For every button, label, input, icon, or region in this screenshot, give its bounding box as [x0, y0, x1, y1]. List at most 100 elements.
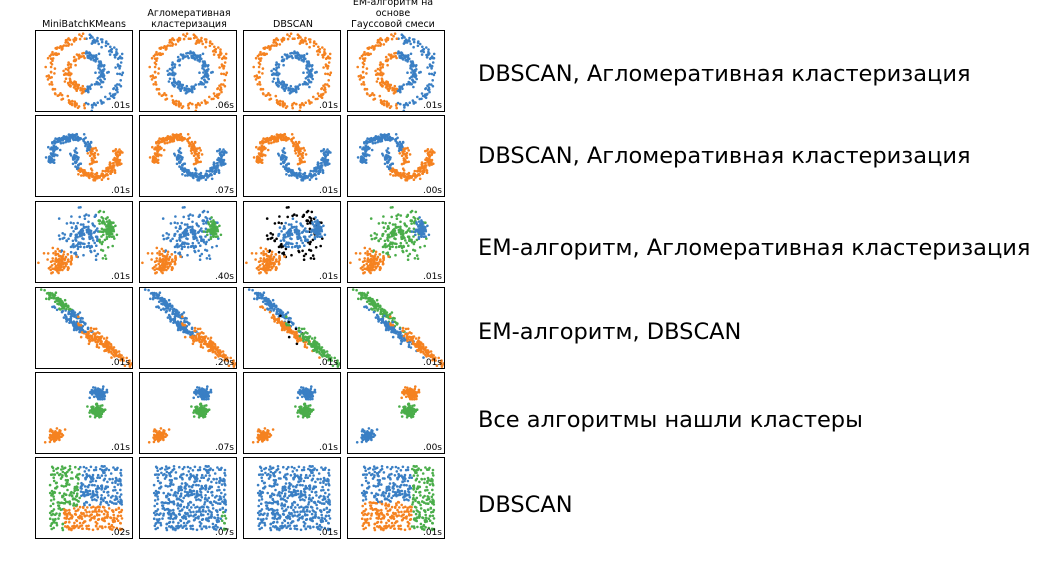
- data-point: [409, 42, 412, 46]
- data-point: [186, 55, 189, 58]
- data-point: [150, 78, 154, 81]
- data-point: [109, 172, 112, 175]
- data-point: [172, 133, 175, 137]
- data-point: [298, 232, 301, 235]
- data-point: [201, 64, 205, 67]
- data-point: [47, 145, 50, 149]
- data-point: [95, 236, 99, 239]
- data-point: [193, 141, 197, 144]
- data-point: [413, 257, 417, 260]
- data-point: [197, 58, 201, 62]
- data-point: [73, 36, 77, 40]
- data-point: [364, 140, 368, 144]
- data-point: [64, 67, 68, 71]
- data-point: [222, 163, 225, 166]
- data-point: [271, 80, 275, 83]
- data-point: [218, 66, 221, 69]
- data-point: [212, 92, 216, 95]
- data-point: [287, 245, 290, 248]
- data-point: [55, 259, 59, 262]
- data-point: [49, 57, 53, 60]
- data-point: [166, 69, 169, 73]
- data-point: [362, 83, 366, 86]
- data-point: [54, 137, 57, 140]
- data-point: [191, 241, 195, 245]
- data-point: [308, 227, 312, 231]
- data-point: [173, 65, 176, 69]
- data-point: [101, 342, 104, 346]
- data-point: [275, 81, 278, 85]
- data-point: [187, 141, 191, 144]
- data-point: [63, 258, 67, 261]
- data-point: [114, 159, 117, 162]
- data-point: [297, 151, 301, 155]
- data-point: [90, 334, 94, 338]
- data-point: [287, 162, 291, 165]
- data-point: [66, 38, 70, 41]
- data-point: [100, 40, 104, 44]
- data-point: [118, 64, 121, 68]
- data-point: [278, 103, 282, 107]
- data-point: [272, 44, 276, 47]
- data-point: [266, 268, 269, 272]
- data-point: [317, 166, 321, 170]
- data-point: [223, 61, 227, 64]
- data-point: [394, 223, 397, 226]
- data-point: [405, 58, 409, 62]
- column-title-gmm: EM-алгоритм на основе Гауссовой смеси: [351, 0, 435, 30]
- data-point: [170, 63, 174, 67]
- data-point: [326, 148, 329, 151]
- data-point: [156, 150, 159, 154]
- data-point: [91, 36, 94, 39]
- data-point: [267, 265, 270, 269]
- data-point: [365, 268, 369, 271]
- data-point: [215, 244, 218, 248]
- data-point: [167, 80, 171, 83]
- scatter-points: [44, 32, 125, 111]
- data-point: [204, 216, 207, 219]
- data-point: [116, 72, 119, 76]
- data-point: [87, 102, 90, 106]
- data-point: [65, 307, 68, 311]
- data-point: [264, 46, 267, 49]
- data-point: [266, 249, 269, 253]
- data-point: [220, 162, 223, 165]
- data-point: [202, 83, 205, 86]
- data-point: [175, 83, 179, 86]
- data-point: [106, 246, 110, 249]
- data-point: [320, 161, 323, 165]
- data-point: [102, 72, 105, 76]
- data-point: [93, 249, 96, 253]
- data-point: [51, 50, 54, 54]
- data-point: [75, 159, 79, 162]
- data-point: [410, 239, 413, 243]
- data-point: [74, 58, 77, 62]
- data-point: [382, 258, 385, 262]
- data-point: [382, 215, 385, 218]
- data-point: [52, 148, 56, 151]
- data-point: [295, 148, 299, 151]
- data-point: [183, 162, 187, 165]
- data-point: [418, 42, 422, 46]
- data-point: [367, 259, 371, 262]
- data-point: [93, 176, 96, 179]
- data-point: [421, 164, 424, 168]
- data-point: [73, 311, 77, 314]
- data-point: [79, 241, 82, 245]
- data-point: [157, 72, 160, 75]
- data-point: [93, 333, 97, 336]
- data-point: [106, 231, 110, 234]
- data-point: [401, 249, 404, 253]
- data-point: [264, 94, 268, 97]
- data-point: [300, 147, 303, 150]
- data-point: [312, 169, 315, 173]
- data-point: [322, 84, 325, 87]
- data-point: [304, 57, 307, 61]
- data-point: [303, 171, 307, 175]
- data-point: [74, 225, 78, 228]
- data-point: [418, 246, 422, 249]
- data-point: [93, 230, 96, 234]
- data-point: [157, 300, 161, 304]
- timing-label: .00s: [422, 186, 442, 196]
- data-point: [179, 102, 182, 105]
